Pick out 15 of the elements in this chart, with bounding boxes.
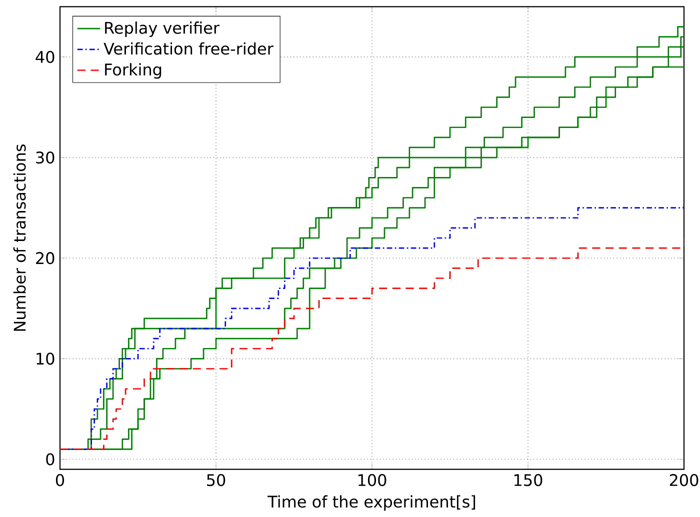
x-tick-label: 100 [358, 474, 386, 486]
x-tick-label: 0 [56, 474, 64, 486]
x-tick-label: 150 [514, 474, 542, 486]
x-tick-label: 200 [670, 474, 698, 486]
y-tick-label: 0 [46, 453, 54, 466]
y-tick-label: 20 [36, 252, 54, 264]
legend-label: Verification free-rider [104, 42, 274, 55]
legend-label: Forking [105, 63, 162, 78]
x-axis-title: Time of the experiment[s] [268, 495, 476, 511]
y-tick-label: 30 [36, 151, 54, 164]
legend-label: Replay verifier [105, 21, 220, 37]
y-tick-label: 10 [36, 352, 54, 365]
y-tick-label: 40 [36, 50, 54, 63]
x-tick-label: 50 [207, 474, 226, 486]
y-axis-title: Number of transactions [13, 144, 26, 331]
